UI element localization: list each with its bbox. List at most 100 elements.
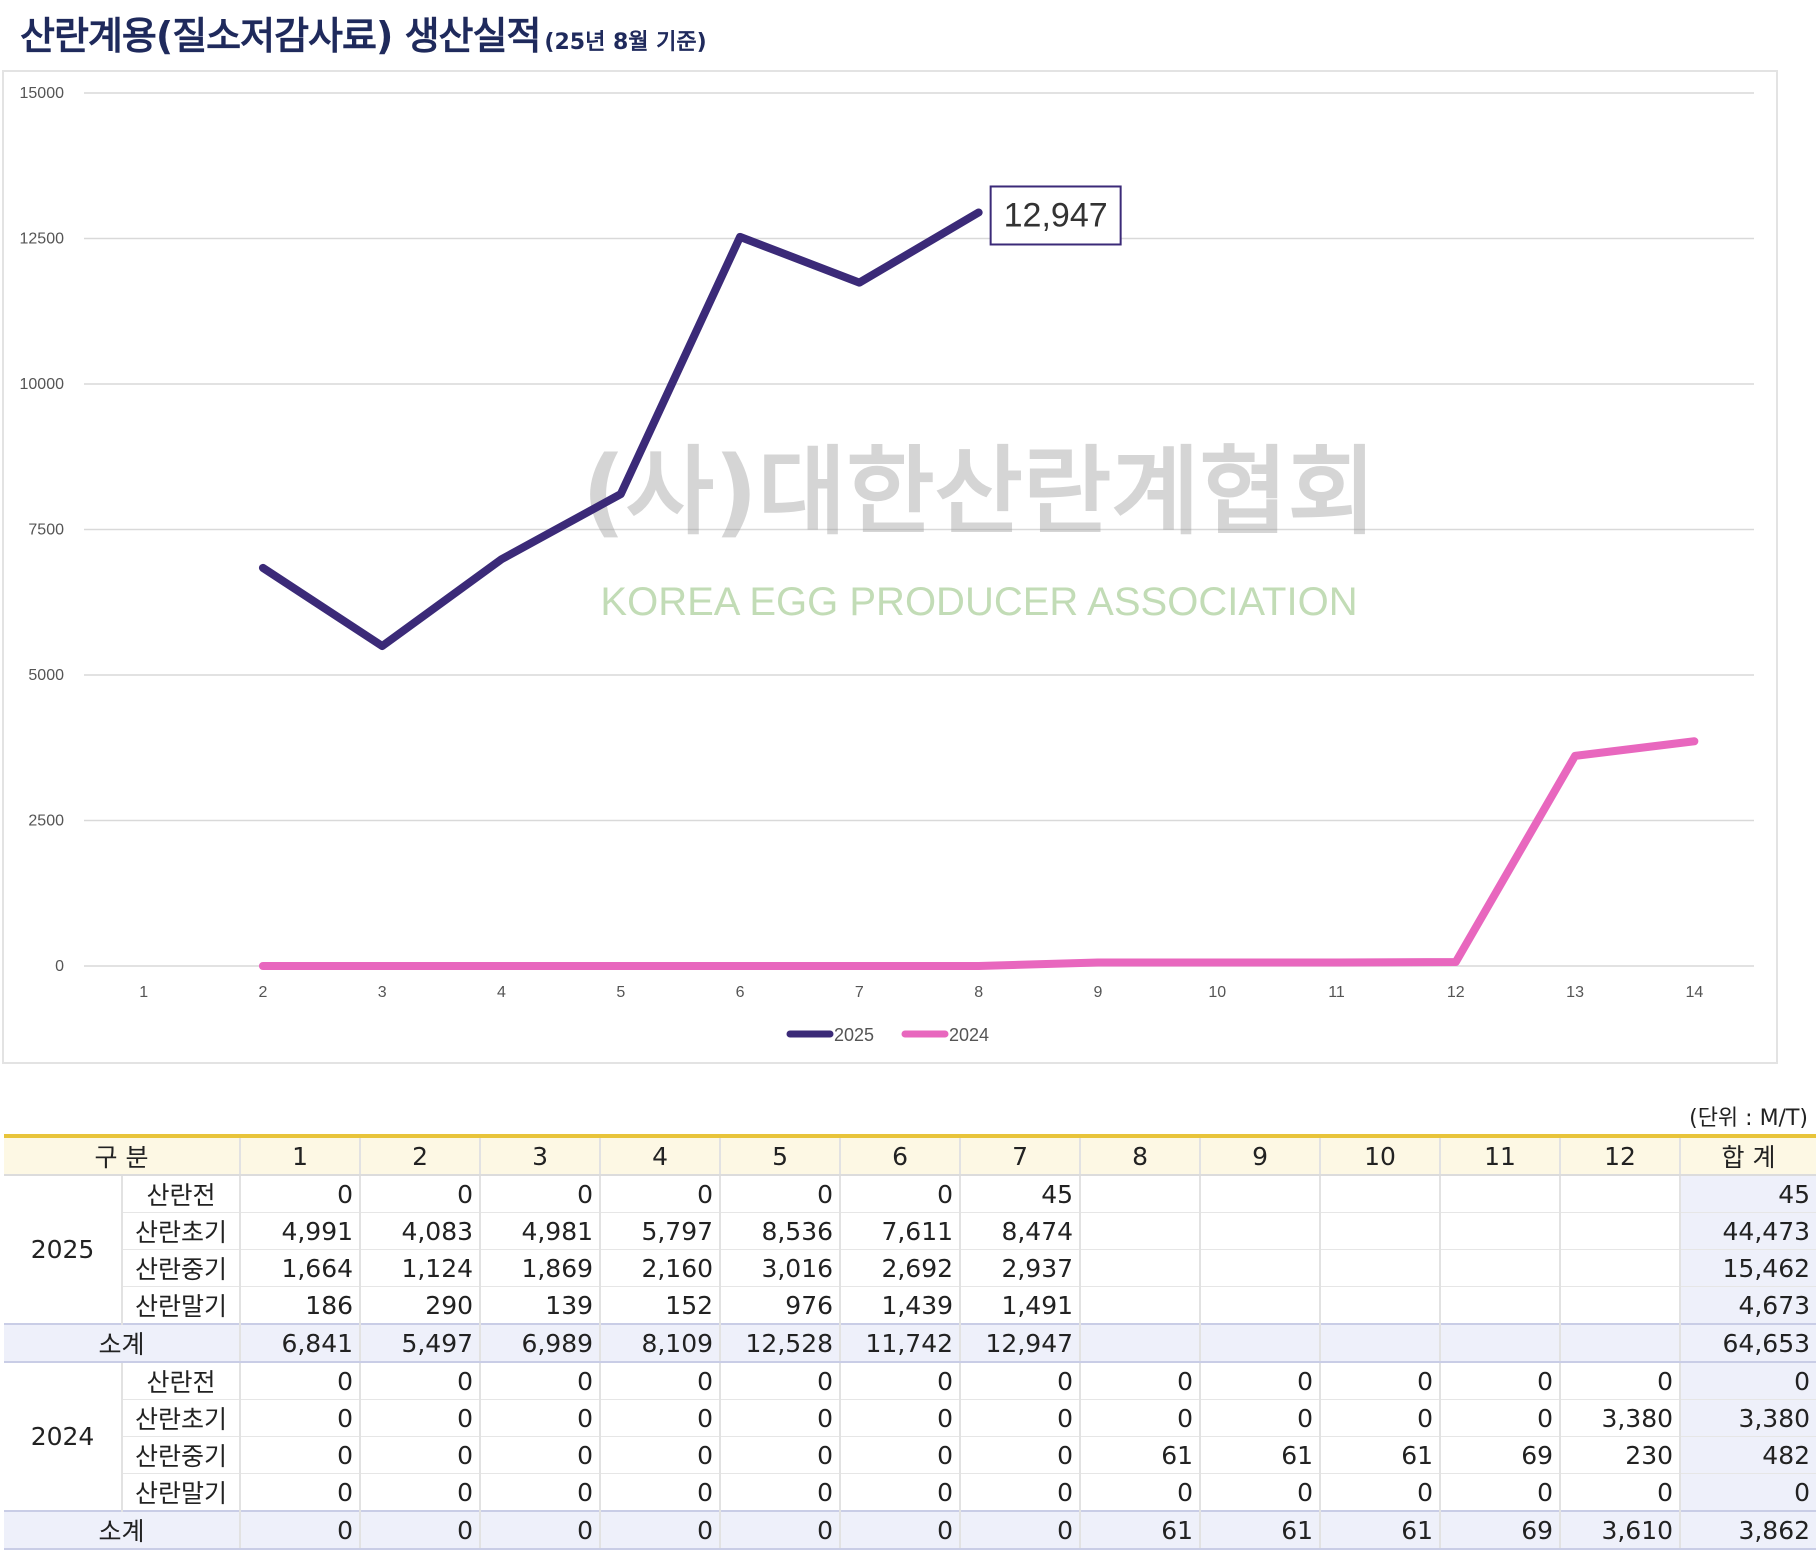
subtotal-value-cell (1440, 1324, 1560, 1362)
year-cell: 2025 (4, 1175, 122, 1324)
value-cell: 0 (1320, 1362, 1440, 1400)
value-cell: 0 (600, 1175, 720, 1213)
value-cell: 0 (600, 1362, 720, 1400)
value-cell: 5,797 (600, 1213, 720, 1250)
category-cell: 산란초기 (122, 1400, 240, 1437)
subtotal-value-cell: 61 (1320, 1511, 1440, 1549)
x-tick-label: 5 (616, 984, 625, 1001)
page-title: 산란계용(질소저감사료) 생산실적(25년 8월 기준) (20, 8, 707, 64)
total-cell: 44,473 (1680, 1213, 1816, 1250)
header-total: 합 계 (1680, 1136, 1816, 1175)
x-tick-label: 9 (1093, 984, 1102, 1001)
value-cell (1080, 1287, 1200, 1325)
x-tick-label: 13 (1566, 984, 1584, 1001)
value-cell: 0 (480, 1362, 600, 1400)
value-cell: 0 (1320, 1400, 1440, 1437)
subtotal-label: 소계 (4, 1511, 240, 1549)
subtotal-value-cell: 0 (600, 1511, 720, 1549)
subtotal-value-cell: 0 (720, 1511, 840, 1549)
value-cell: 0 (1080, 1400, 1200, 1437)
legend-label-2025: 2025 (834, 1025, 874, 1045)
value-cell: 0 (360, 1400, 480, 1437)
y-tick-label: 5000 (28, 667, 64, 684)
x-tick-label: 7 (855, 984, 864, 1001)
value-cell: 0 (1080, 1362, 1200, 1400)
value-cell: 0 (240, 1400, 360, 1437)
value-cell: 0 (1560, 1474, 1680, 1512)
x-tick-label: 11 (1328, 984, 1345, 1001)
header-month: 3 (480, 1136, 600, 1175)
value-cell (1320, 1213, 1440, 1250)
header-category: 구 분 (4, 1136, 240, 1175)
x-tick-label: 12 (1447, 984, 1465, 1001)
y-tick-label: 15000 (20, 85, 65, 102)
value-cell: 152 (600, 1287, 720, 1325)
value-cell: 0 (960, 1400, 1080, 1437)
value-cell: 0 (480, 1437, 600, 1474)
value-cell (1320, 1175, 1440, 1213)
x-tick-label: 6 (736, 984, 745, 1001)
subtotal-value-cell: 12,947 (960, 1324, 1080, 1362)
x-tick-label: 8 (974, 984, 983, 1001)
subtotal-value-cell (1080, 1324, 1200, 1362)
y-tick-label: 2500 (28, 813, 64, 830)
value-cell: 0 (600, 1474, 720, 1512)
value-cell: 0 (840, 1175, 960, 1213)
value-cell: 0 (960, 1474, 1080, 1512)
value-cell: 230 (1560, 1437, 1680, 1474)
series-line-2024 (263, 741, 1694, 966)
value-cell: 3,380 (1560, 1400, 1680, 1437)
value-cell: 0 (1440, 1474, 1560, 1512)
y-tick-label: 0 (55, 958, 64, 975)
value-cell: 0 (960, 1437, 1080, 1474)
subtotal-value-cell: 69 (1440, 1511, 1560, 1549)
subtotal-value-cell: 11,742 (840, 1324, 960, 1362)
value-cell: 0 (1440, 1362, 1560, 1400)
value-cell: 4,083 (360, 1213, 480, 1250)
total-cell: 0 (1680, 1362, 1816, 1400)
value-cell (1440, 1175, 1560, 1213)
value-cell: 0 (960, 1362, 1080, 1400)
value-cell: 7,611 (840, 1213, 960, 1250)
value-cell: 8,474 (960, 1213, 1080, 1250)
annotation-label: 12,947 (1004, 196, 1108, 234)
value-cell: 0 (1080, 1474, 1200, 1512)
subtotal-label: 소계 (4, 1324, 240, 1362)
value-cell: 0 (360, 1437, 480, 1474)
value-cell: 0 (1440, 1400, 1560, 1437)
value-cell: 0 (480, 1474, 600, 1512)
value-cell (1200, 1213, 1320, 1250)
value-cell: 290 (360, 1287, 480, 1325)
value-cell: 61 (1320, 1437, 1440, 1474)
value-cell: 4,981 (480, 1213, 600, 1250)
unit-note: (단위 : M/T) (1689, 1100, 1808, 1132)
value-cell: 1,124 (360, 1250, 480, 1287)
value-cell: 0 (480, 1175, 600, 1213)
subtotal-value-cell: 0 (960, 1511, 1080, 1549)
value-cell: 139 (480, 1287, 600, 1325)
total-cell: 482 (1680, 1437, 1816, 1474)
value-cell: 0 (720, 1437, 840, 1474)
value-cell: 0 (720, 1474, 840, 1512)
header-month: 2 (360, 1136, 480, 1175)
value-cell (1440, 1250, 1560, 1287)
value-cell: 45 (960, 1175, 1080, 1213)
value-cell: 0 (480, 1400, 600, 1437)
subtotal-total-cell: 64,653 (1680, 1324, 1816, 1362)
header-month: 12 (1560, 1136, 1680, 1175)
header-month: 7 (960, 1136, 1080, 1175)
subtotal-value-cell: 12,528 (720, 1324, 840, 1362)
value-cell (1200, 1175, 1320, 1213)
subtotal-value-cell: 61 (1200, 1511, 1320, 1549)
value-cell: 0 (1320, 1474, 1440, 1512)
x-tick-label: 1 (139, 984, 148, 1001)
header-month: 4 (600, 1136, 720, 1175)
value-cell: 0 (240, 1474, 360, 1512)
value-cell: 8,536 (720, 1213, 840, 1250)
subtotal-value-cell (1200, 1324, 1320, 1362)
value-cell (1560, 1213, 1680, 1250)
